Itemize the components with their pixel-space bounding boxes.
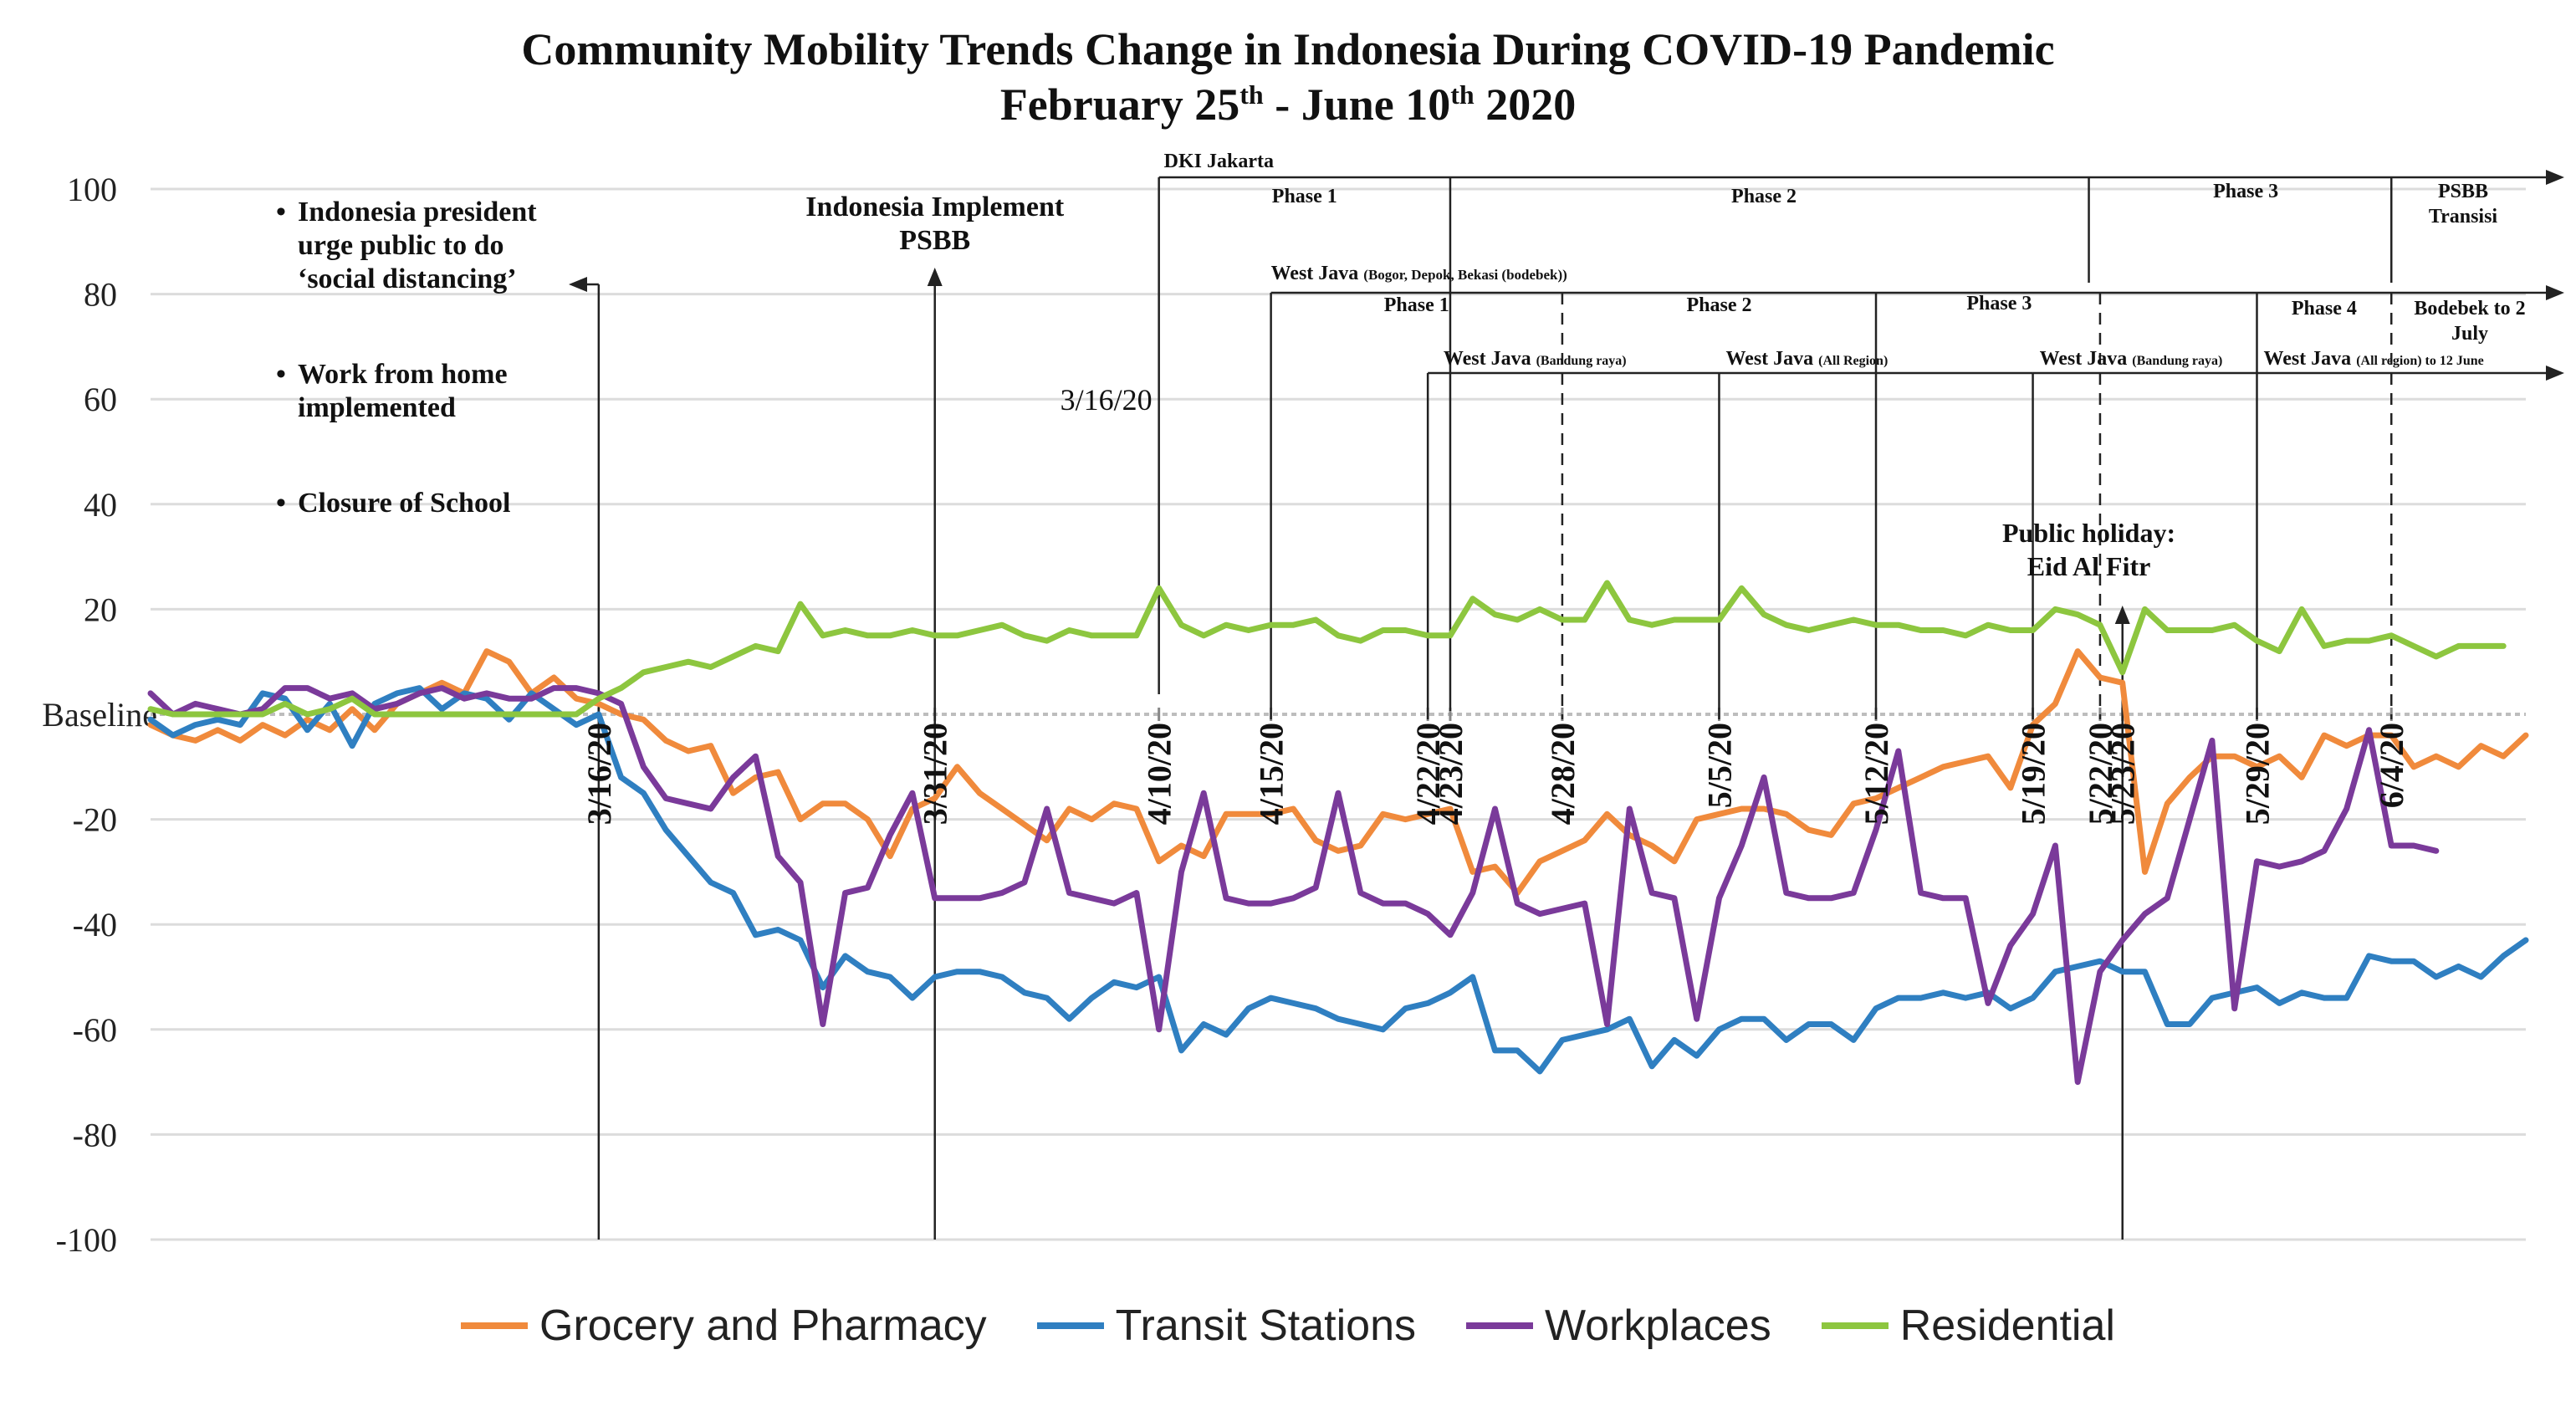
series-line-grocery-and-pharmacy	[147, 648, 2529, 896]
y-tick-label: -20	[73, 801, 117, 839]
series-line-workplaces	[147, 685, 2440, 1086]
date-label: 3/16/20	[580, 723, 618, 825]
bodebek-label-small: (Bogor, Depok, Bekasi (bodebek))	[1363, 267, 1567, 283]
date-label: 4/22/20	[1409, 723, 1447, 825]
chart-subtitle: February 25th - June 10th 2020	[0, 79, 2576, 130]
date-label: 5/22/20	[2082, 723, 2119, 825]
bullet-mark: •	[276, 488, 286, 519]
dki-phase-2: Phase 2	[1731, 186, 1797, 207]
wj-phase-1: Phase 1	[1384, 294, 1449, 316]
bullet-text: implemented	[298, 392, 456, 423]
wj-phase-2: Phase 2	[1686, 294, 1751, 316]
bullet-mark: •	[276, 197, 286, 228]
wj-all2-label-small: (All region) to 12 June	[2356, 354, 2484, 368]
y-tick-label: -60	[73, 1011, 117, 1049]
psbb-label-1: Indonesia Implement	[805, 192, 1065, 222]
subtitle-sup2: th	[1450, 79, 1475, 110]
arrow-psbb	[927, 268, 943, 286]
y-tick-label: -40	[73, 906, 117, 943]
date-label: 4/15/20	[1253, 723, 1291, 825]
eid-label-1: Public holiday:	[2002, 518, 2175, 548]
bullet-text: Indonesia president	[298, 197, 537, 228]
wj-bandung-label: West Java (Bandung raya)	[1444, 348, 1627, 370]
wj-all-label: West Java (All Region)	[1726, 348, 1889, 370]
legend-item: Grocery and Pharmacy	[461, 1301, 987, 1351]
series-line-transit-stations	[147, 685, 2529, 1075]
date-label: 3/31/20	[917, 723, 954, 825]
subtitle-part2: - June 10	[1263, 79, 1451, 130]
y-tick-label: 20	[84, 591, 117, 628]
arrow-dki	[2546, 170, 2564, 185]
subtitle-part3: 2020	[1474, 79, 1577, 130]
bullet-text: urge public to do	[298, 230, 504, 261]
y-tick-label: 40	[84, 486, 117, 524]
date-label: 5/19/20	[2015, 723, 2052, 825]
bodebek-label: West Java (Bogor, Depok, Bekasi (bodebek…	[1271, 263, 1567, 284]
subtitle-sup1: th	[1239, 79, 1264, 110]
dki-phase-1: Phase 1	[1272, 186, 1337, 207]
date-label: 5/12/20	[1858, 723, 1895, 825]
legend-swatch	[1466, 1322, 1533, 1329]
floating-date: 3/16/20	[1061, 383, 1153, 417]
y-tick-label: Baseline	[42, 696, 157, 734]
arrow-allregion2	[2546, 366, 2564, 381]
legend-label: Workplaces	[1545, 1301, 1771, 1350]
chart-title: Community Mobility Trends Change in Indo…	[521, 24, 2055, 74]
wj-phase-3: Phase 3	[1966, 293, 2032, 314]
wj-bandung2-label: West Java (Bandung raya)	[2040, 348, 2223, 370]
date-label: 4/28/20	[1544, 723, 1582, 825]
legend-swatch	[461, 1322, 529, 1329]
wj-phase-4: Phase 4	[2292, 298, 2357, 320]
legend-swatch	[1036, 1322, 1104, 1329]
arrow-to-bullets	[569, 277, 587, 292]
legend-label: Residential	[1899, 1301, 2115, 1350]
date-label: 5/29/20	[2238, 723, 2276, 825]
y-tick-label: 60	[84, 381, 117, 418]
date-label: 4/10/20	[1141, 723, 1178, 825]
bullet-text: Closure of School	[298, 488, 510, 519]
wj-bandung-label-small: (Bandung raya)	[1536, 354, 1627, 368]
legend-item: Residential	[1821, 1301, 2115, 1351]
psbb-label-2: PSBB	[899, 225, 970, 256]
date-label: 4/23/20	[1432, 723, 1469, 825]
dki-phase-3: Phase 3	[2213, 181, 2278, 202]
wj-all2-label: West Java (All region) to 12 June	[2264, 348, 2484, 370]
eid-label-2: Eid Al Fitr	[2027, 551, 2151, 581]
arrow-eid	[2114, 606, 2130, 624]
wj-all-label-small: (All Region)	[1818, 354, 1888, 368]
date-label: 5/23/20	[2104, 723, 2142, 825]
series-line-residential	[147, 580, 2507, 718]
legend: Grocery and Pharmacy Transit Stations Work…	[0, 1288, 2576, 1363]
legend-item: Workplaces	[1466, 1301, 1771, 1351]
psbb-transisi-1: PSBB	[2438, 181, 2488, 202]
psbb-transisi-2: Transisi	[2429, 206, 2498, 228]
date-label: 6/4/20	[2373, 723, 2410, 808]
wj-bandung2-label-small: (Bandung raya)	[2132, 354, 2222, 368]
y-tick-label: -100	[56, 1221, 117, 1259]
dki-label: DKI Jakarta	[1164, 151, 1274, 172]
date-label: 5/5/20	[1700, 723, 1738, 808]
bullet-text: Work from home	[298, 359, 508, 390]
bullet-text: ‘social distancing’	[298, 263, 517, 294]
legend-label: Transit Stations	[1115, 1301, 1416, 1350]
y-tick-label: 100	[67, 171, 117, 208]
subtitle-part1: February 25	[999, 79, 1240, 130]
bullet-mark: •	[276, 359, 286, 390]
legend-label: Grocery and Pharmacy	[539, 1301, 987, 1350]
bodebek-to-1: Bodebek to 2	[2414, 298, 2525, 320]
y-tick-label: -80	[73, 1116, 117, 1153]
arrow-bodebek	[2546, 285, 2564, 300]
y-tick-label: 80	[84, 276, 117, 314]
legend-item: Transit Stations	[1036, 1301, 1416, 1351]
bodebek-to-2: July	[2451, 323, 2488, 345]
legend-swatch	[1821, 1322, 1889, 1329]
